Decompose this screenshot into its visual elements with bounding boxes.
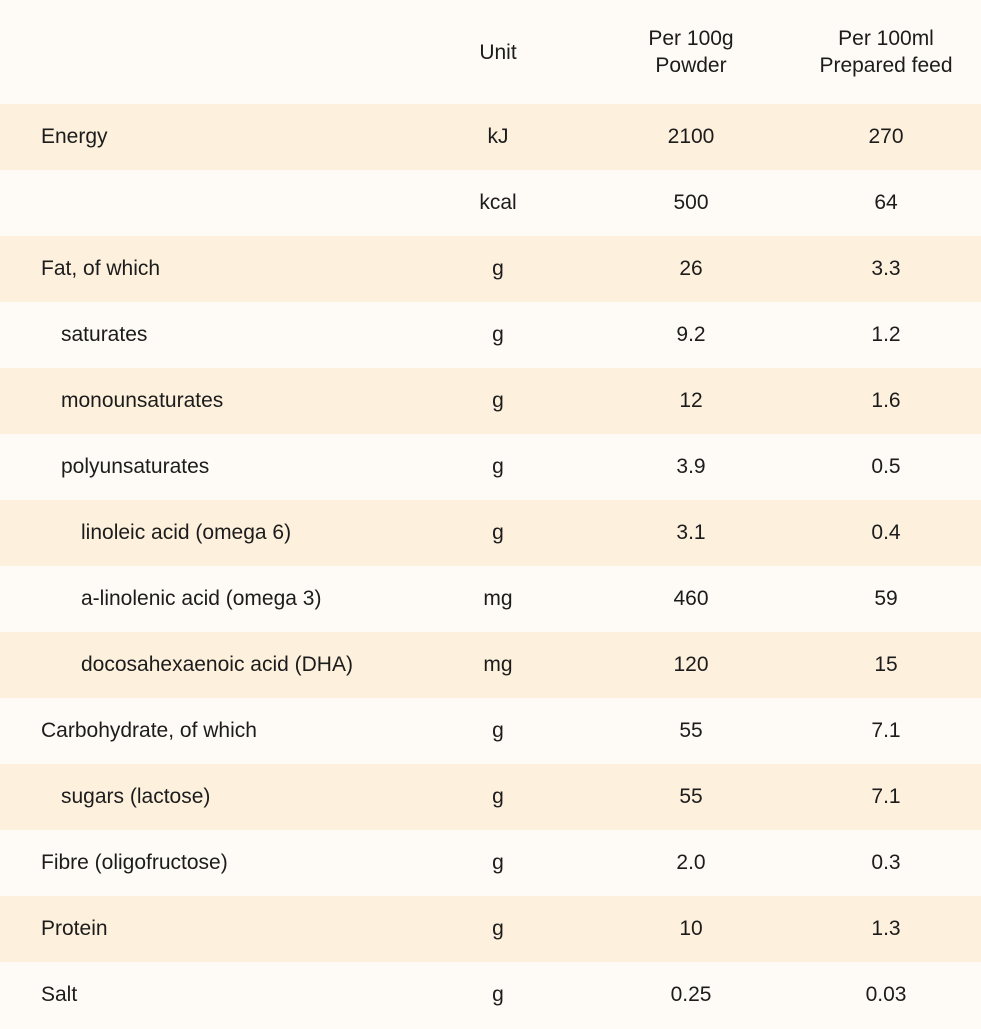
row-unit: g xyxy=(492,389,504,412)
row-per-100ml: 0.5 xyxy=(871,455,901,478)
row-name: polyunsaturates xyxy=(61,455,210,478)
row-per-100g: 26 xyxy=(679,257,703,280)
row-per-100g: 3.1 xyxy=(676,521,706,544)
table-row: Carbohydrate, of which g 55 7.1 xyxy=(0,698,981,764)
row-unit: kJ xyxy=(487,125,509,148)
row-unit: mg xyxy=(483,587,513,610)
table-row: monounsaturates g 12 1.6 xyxy=(0,368,981,434)
row-unit: mg xyxy=(483,653,513,676)
row-per-100ml: 64 xyxy=(874,191,898,214)
table-row: kcal 500 64 xyxy=(0,170,981,236)
row-per-100g: 500 xyxy=(673,191,709,214)
row-unit: g xyxy=(492,455,504,478)
row-unit: g xyxy=(492,917,504,940)
table-row: polyunsaturates g 3.9 0.5 xyxy=(0,434,981,500)
table-row: a-linolenic acid (omega 3) mg 460 59 xyxy=(0,566,981,632)
table-row: docosahexaenoic acid (DHA) mg 120 15 xyxy=(0,632,981,698)
row-unit: g xyxy=(492,785,504,808)
row-name: Fat, of which xyxy=(41,257,161,280)
row-unit: g xyxy=(492,323,504,346)
header-prepared-line2: Prepared feed xyxy=(819,54,953,77)
table-row: Fat, of which g 26 3.3 xyxy=(0,236,981,302)
table-row: Energy kJ 2100 270 xyxy=(0,104,981,170)
row-per-100g: 55 xyxy=(679,719,703,742)
table-row: Salt g 0.25 0.03 xyxy=(0,962,981,1028)
table-row: Protein g 10 1.3 xyxy=(0,896,981,962)
row-per-100g: 3.9 xyxy=(676,455,706,478)
row-per-100ml: 3.3 xyxy=(871,257,901,280)
row-per-100ml: 1.3 xyxy=(871,917,901,940)
row-name: linoleic acid (omega 6) xyxy=(81,521,292,544)
header-per-100ml-prepared: Per 100ml Prepared feed xyxy=(791,25,981,79)
table-row: saturates g 9.2 1.2 xyxy=(0,302,981,368)
row-per-100ml: 0.3 xyxy=(871,851,901,874)
row-per-100g: 9.2 xyxy=(676,323,706,346)
header-powder-line1: Per 100g xyxy=(648,27,734,50)
row-per-100ml: 7.1 xyxy=(871,719,901,742)
table-row: linoleic acid (omega 6) g 3.1 0.4 xyxy=(0,500,981,566)
row-unit: g xyxy=(492,719,504,742)
header-unit: Unit xyxy=(479,40,517,64)
row-name: sugars (lactose) xyxy=(61,785,211,808)
header-prepared-line1: Per 100ml xyxy=(838,27,934,50)
row-per-100ml: 7.1 xyxy=(871,785,901,808)
row-per-100g: 55 xyxy=(679,785,703,808)
table-header: Unit Per 100g Powder Per 100ml Prepared … xyxy=(0,0,981,104)
row-per-100ml: 15 xyxy=(874,653,898,676)
row-per-100g: 10 xyxy=(679,917,703,940)
row-unit: g xyxy=(492,521,504,544)
row-per-100ml: 270 xyxy=(868,125,904,148)
row-per-100ml: 0.4 xyxy=(871,521,901,544)
row-per-100g: 2100 xyxy=(667,125,715,148)
row-per-100ml: 1.2 xyxy=(871,323,901,346)
row-per-100ml: 0.03 xyxy=(865,983,907,1006)
header-per-100g-powder: Per 100g Powder xyxy=(591,25,791,79)
row-name: monounsaturates xyxy=(61,389,224,412)
row-unit: kcal xyxy=(479,191,517,214)
row-unit: g xyxy=(492,851,504,874)
row-name: Carbohydrate, of which xyxy=(41,719,257,742)
row-name: docosahexaenoic acid (DHA) xyxy=(81,653,353,676)
header-powder-line2: Powder xyxy=(655,54,727,77)
table-row: sugars (lactose) g 55 7.1 xyxy=(0,764,981,830)
row-name: Protein xyxy=(41,917,108,940)
row-per-100g: 120 xyxy=(673,653,709,676)
row-name: Energy xyxy=(41,125,108,148)
table-row: Fibre (oligofructose) g 2.0 0.3 xyxy=(0,830,981,896)
row-unit: g xyxy=(492,983,504,1006)
row-name: saturates xyxy=(61,323,148,346)
row-per-100g: 2.0 xyxy=(676,851,706,874)
row-per-100ml: 1.6 xyxy=(871,389,901,412)
row-per-100g: 0.25 xyxy=(670,983,712,1006)
row-per-100g: 460 xyxy=(673,587,709,610)
row-unit: g xyxy=(492,257,504,280)
row-per-100g: 12 xyxy=(679,389,703,412)
row-per-100ml: 59 xyxy=(874,587,898,610)
row-name: Salt xyxy=(41,983,78,1006)
row-name: Fibre (oligofructose) xyxy=(41,851,228,874)
row-name: a-linolenic acid (omega 3) xyxy=(81,587,322,610)
